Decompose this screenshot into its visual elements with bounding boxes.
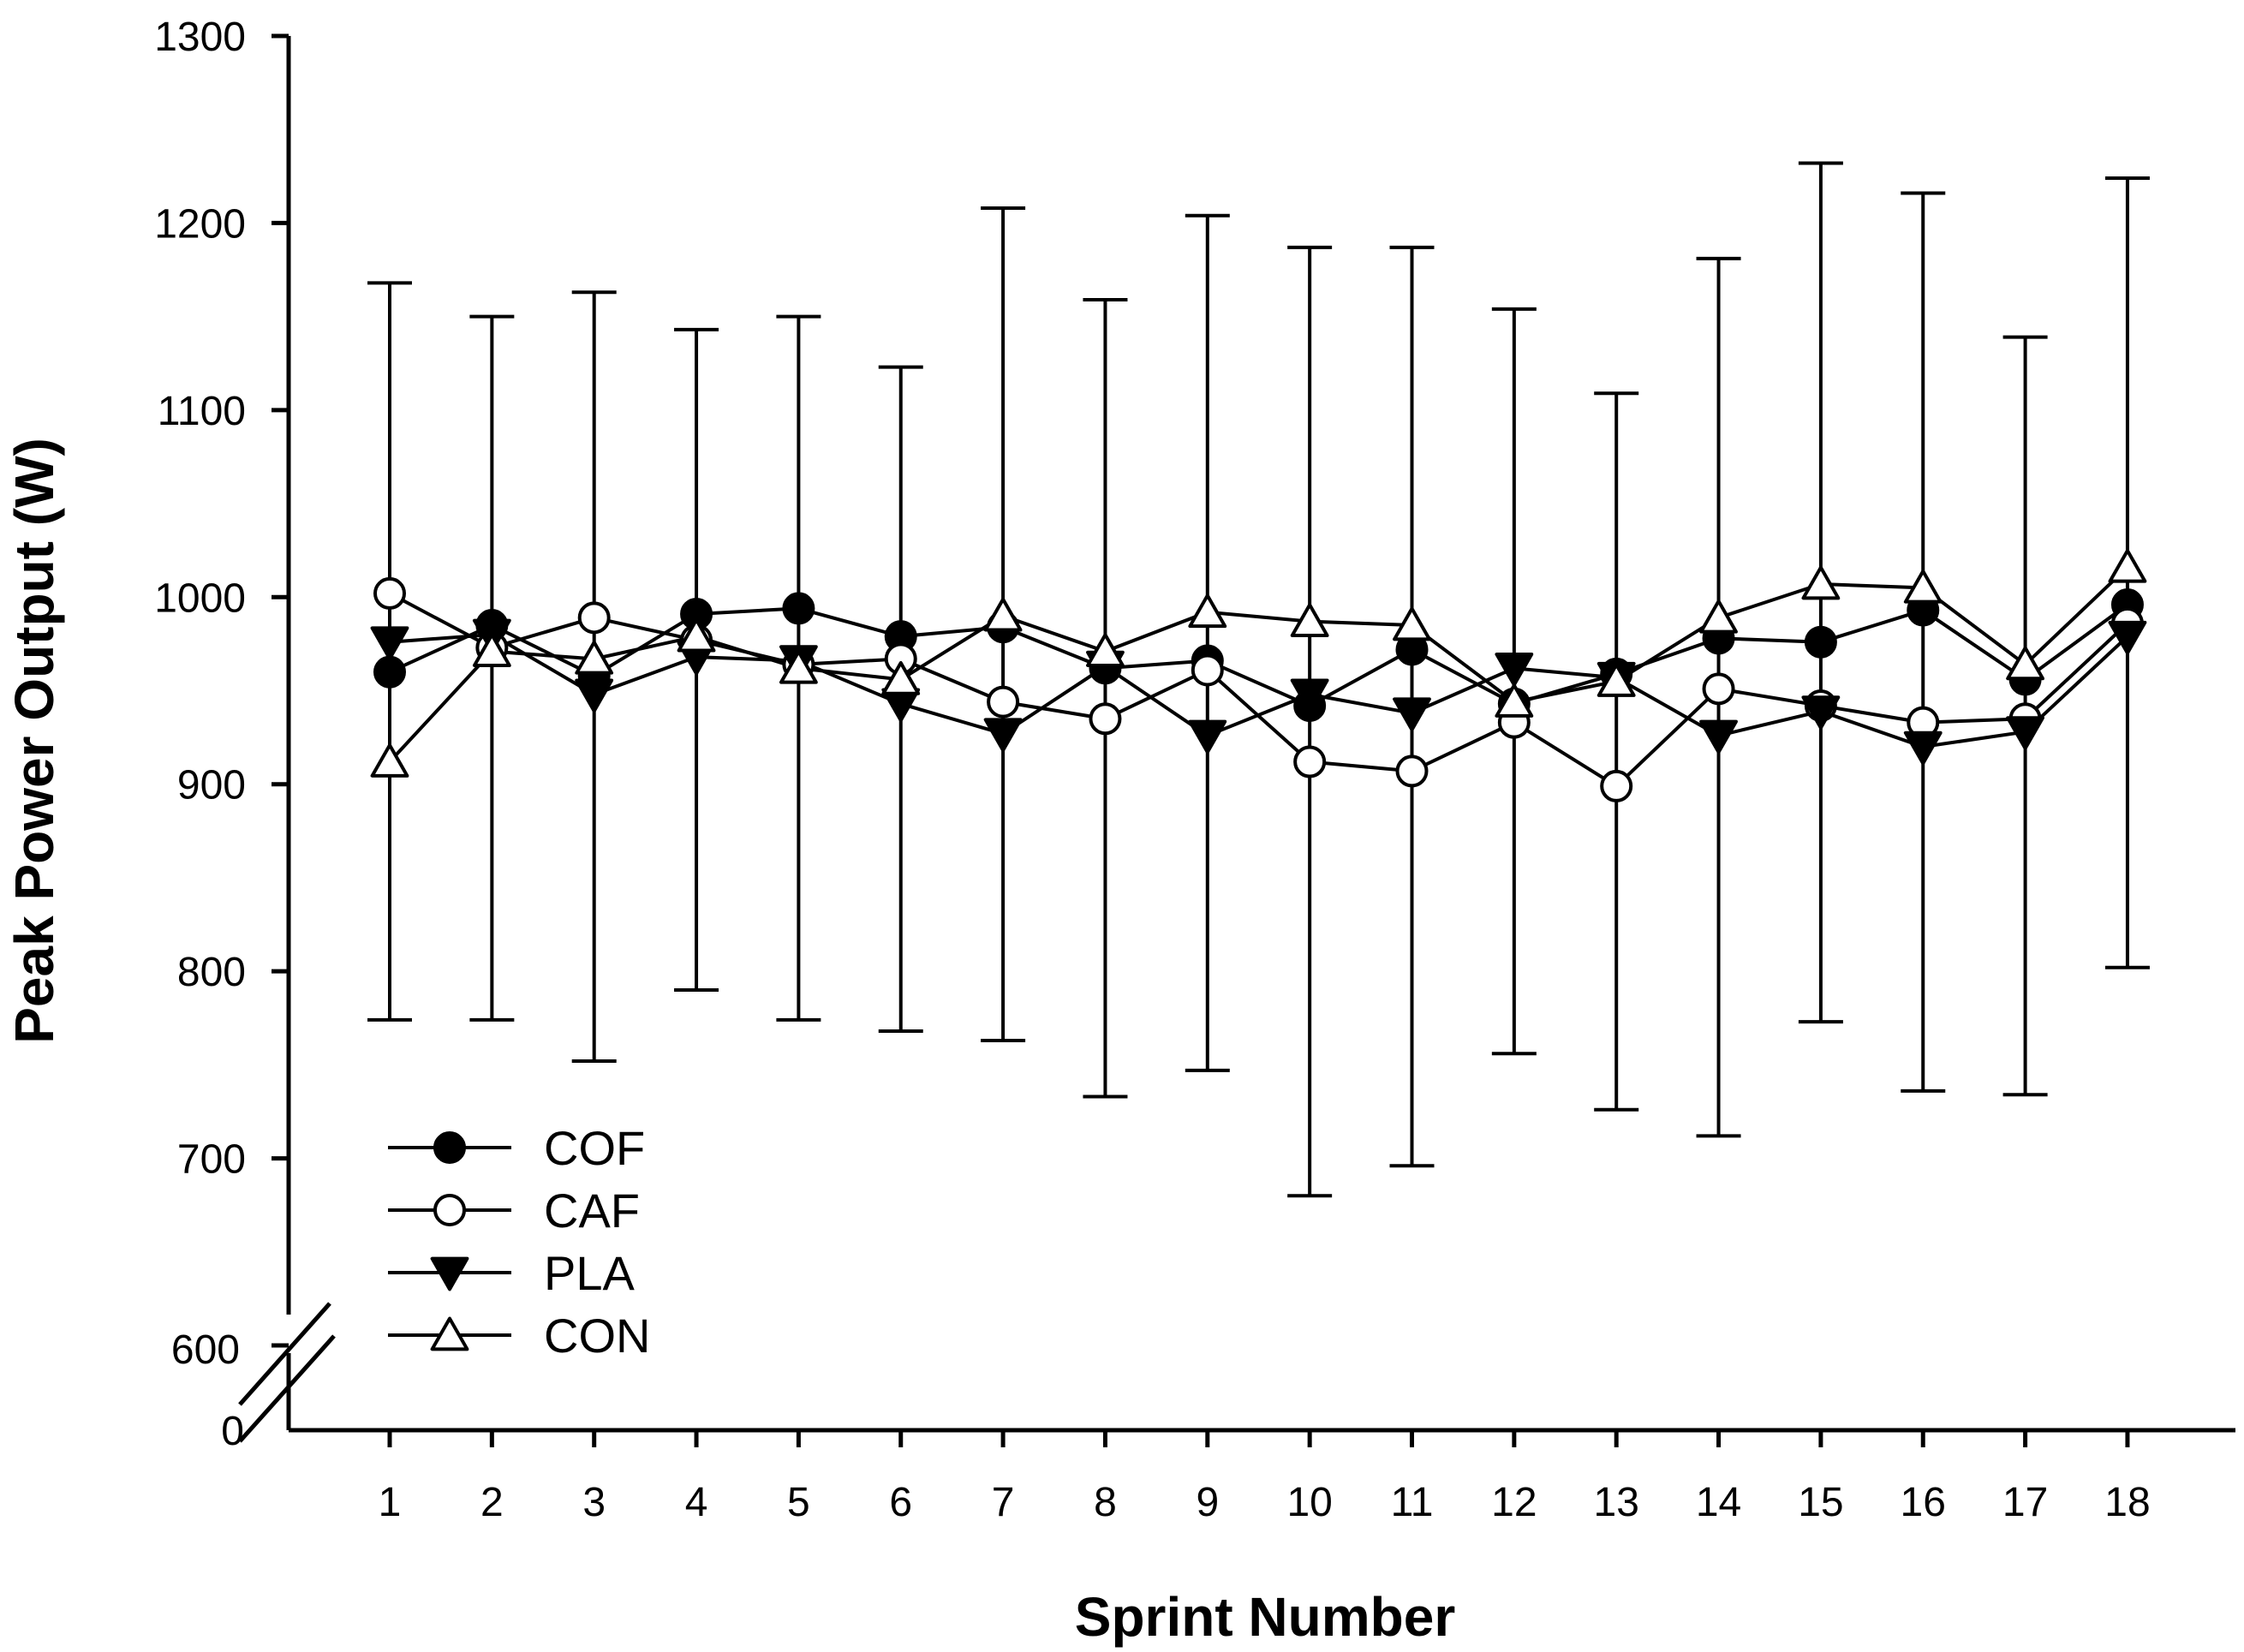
y-tick-label: 900 — [177, 763, 246, 808]
x-axis-title: Sprint Number — [1075, 1586, 1455, 1648]
x-tick-label: 3 — [582, 1480, 606, 1525]
data-point-con — [1086, 633, 1125, 667]
series-line-cof — [389, 603, 2129, 707]
series-line-caf — [389, 592, 2129, 788]
series-line-con — [388, 565, 2129, 763]
data-point-con — [2108, 548, 2147, 583]
x-tick-label: 6 — [889, 1480, 912, 1525]
data-point-caf — [1089, 702, 1122, 736]
legend-marker-pla — [430, 1256, 469, 1291]
data-point-cof — [782, 592, 815, 625]
y-tick-label: 1100 — [158, 389, 246, 434]
x-tick-label: 15 — [1798, 1480, 1843, 1525]
data-point-pla — [1188, 719, 1227, 754]
x-tick-label: 4 — [685, 1480, 708, 1525]
data-point-pla — [575, 678, 614, 713]
data-point-pla — [1393, 697, 1431, 732]
series-lines-group — [388, 565, 2129, 788]
x-tick-label: 18 — [2104, 1480, 2150, 1525]
x-tick-label: 1 — [379, 1480, 402, 1525]
legend-item-caf: CAF — [388, 1184, 640, 1238]
y-tick-label: 800 — [177, 950, 246, 995]
data-point-con — [1188, 593, 1227, 629]
data-point-con — [370, 743, 409, 778]
y-axis-break-mark — [238, 1334, 336, 1443]
data-point-con — [881, 661, 921, 695]
data-point-con — [1290, 603, 1329, 638]
data-point-con — [2006, 646, 2044, 681]
x-tick-label: 17 — [2002, 1480, 2048, 1525]
data-point-con — [677, 617, 716, 653]
data-point-con — [1495, 683, 1534, 718]
data-point-cof — [373, 655, 406, 689]
y-tick-label: 0 — [221, 1409, 244, 1454]
data-point-pla — [1699, 719, 1738, 754]
x-tick-label: 5 — [787, 1480, 810, 1525]
data-point-cof — [1804, 625, 1837, 659]
legend-label-pla: PLA — [544, 1246, 635, 1300]
series-markers-group — [370, 548, 2147, 802]
x-tick-label: 11 — [1391, 1480, 1434, 1525]
data-point-con — [575, 640, 614, 675]
legend-marker-cof — [433, 1131, 466, 1164]
x-tick-label: 10 — [1286, 1480, 1332, 1525]
data-point-caf — [373, 576, 406, 610]
x-tick-label: 13 — [1594, 1480, 1639, 1525]
y-tick-label: 600 — [171, 1327, 240, 1373]
data-point-con — [1699, 599, 1738, 634]
data-point-caf — [1191, 653, 1224, 687]
y-axis-title: Peak Power Output (W) — [3, 438, 65, 1044]
x-tick-label: 14 — [1696, 1480, 1741, 1525]
legend-item-con: CON — [388, 1309, 650, 1363]
y-tick-label: 1200 — [154, 201, 246, 247]
x-tick-label: 16 — [1901, 1480, 1946, 1525]
data-point-con — [983, 597, 1023, 632]
data-point-pla — [983, 718, 1023, 753]
legend-label-cof: COF — [544, 1121, 645, 1175]
legend-item-cof: COF — [388, 1121, 645, 1175]
data-point-caf — [577, 601, 611, 635]
x-tick-label: 8 — [1094, 1480, 1117, 1525]
data-point-con — [779, 649, 818, 684]
data-point-caf — [1702, 672, 1735, 706]
data-point-con — [1596, 663, 1636, 697]
y-tick-label: 1000 — [154, 576, 246, 621]
y-tick-label: 1300 — [154, 15, 246, 60]
legend-item-pla: PLA — [388, 1246, 635, 1300]
legend-label-caf: CAF — [544, 1184, 640, 1238]
data-point-pla — [370, 626, 409, 661]
data-point-con — [1393, 606, 1431, 641]
legend-marker-con — [430, 1316, 469, 1351]
data-point-caf — [987, 685, 1020, 719]
y-tick-label: 700 — [177, 1137, 246, 1183]
x-tick-label: 12 — [1491, 1480, 1537, 1525]
data-point-caf — [1600, 769, 1633, 802]
data-point-con — [472, 633, 511, 667]
data-point-pla — [1903, 731, 1943, 766]
data-point-caf — [1395, 754, 1429, 788]
data-point-caf — [1293, 745, 1327, 778]
x-tick-label: 7 — [992, 1480, 1015, 1525]
data-point-pla — [2108, 620, 2147, 655]
data-point-con — [1903, 569, 1943, 604]
data-point-pla — [2006, 716, 2044, 750]
x-tick-label: 9 — [1196, 1480, 1219, 1525]
data-point-con — [1801, 565, 1841, 600]
y-axis-break-mark — [238, 1302, 331, 1406]
data-point-pla — [1495, 652, 1534, 687]
x-tick-label: 2 — [480, 1480, 504, 1525]
legend-label-con: CON — [544, 1309, 650, 1363]
legend: COF CAF PLA CON — [388, 1121, 650, 1363]
legend-marker-caf — [433, 1194, 466, 1226]
data-point-pla — [1801, 695, 1841, 730]
data-point-pla — [1290, 678, 1329, 713]
series-line-pla — [389, 632, 2129, 749]
